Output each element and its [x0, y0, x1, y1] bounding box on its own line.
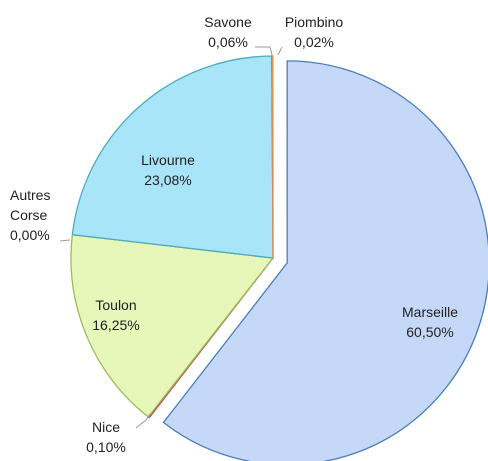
slice-value: 16,25%	[92, 317, 140, 333]
slice-name: Autres Corse	[10, 187, 51, 223]
slice-value: 23,08%	[144, 172, 192, 188]
slice-value: 0,06%	[208, 34, 248, 50]
slice-value: 0,02%	[294, 34, 334, 50]
slice-label: Savone 0,06%	[204, 12, 251, 52]
pie-slice	[162, 60, 488, 461]
leader-line	[277, 46, 283, 56]
slice-name: Piombino	[284, 14, 344, 30]
slice-label: Piombino 0,02%	[285, 12, 343, 52]
slice-label: Toulon 16,25%	[92, 295, 139, 335]
leader-line	[255, 46, 273, 56]
slice-label: Marseille 60,50%	[402, 302, 458, 342]
slice-name: Savone	[204, 14, 252, 30]
slice-name: Nice	[91, 419, 121, 435]
slice-label: Livourne 23,08%	[141, 150, 195, 190]
slice-name: Marseille	[401, 304, 459, 320]
slice-label: Autres Corse 0,00%	[10, 185, 62, 245]
leader-line	[59, 239, 71, 242]
slice-name: Toulon	[95, 297, 137, 313]
slice-label: Nice 0,10%	[86, 417, 126, 457]
slice-value: 60,50%	[406, 324, 454, 340]
slice-value: 0,10%	[86, 439, 126, 455]
pie-slice	[71, 55, 274, 259]
pie-slice	[70, 233, 275, 418]
slice-name: Livourne	[141, 152, 195, 168]
leader-line	[135, 413, 151, 429]
slice-value: 0,00%	[10, 227, 50, 243]
